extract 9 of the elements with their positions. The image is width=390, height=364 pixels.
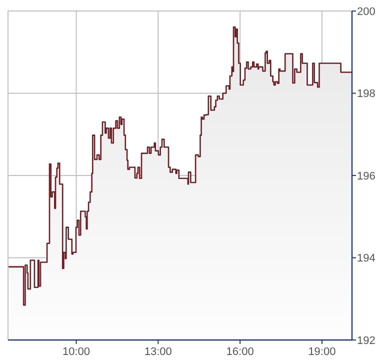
x-tick-label: 10:00 bbox=[62, 346, 90, 358]
y-tick-label: 200 bbox=[357, 6, 376, 18]
y-tick-label: 192 bbox=[357, 334, 376, 347]
y-tick-label: 198 bbox=[357, 88, 376, 100]
y-tick-label: 194 bbox=[357, 252, 376, 265]
x-tick-label: 19:00 bbox=[308, 346, 336, 358]
x-tick-label: 13:00 bbox=[144, 346, 172, 358]
x-tick-label: 16:00 bbox=[226, 346, 254, 358]
y-tick-label: 196 bbox=[357, 170, 376, 182]
